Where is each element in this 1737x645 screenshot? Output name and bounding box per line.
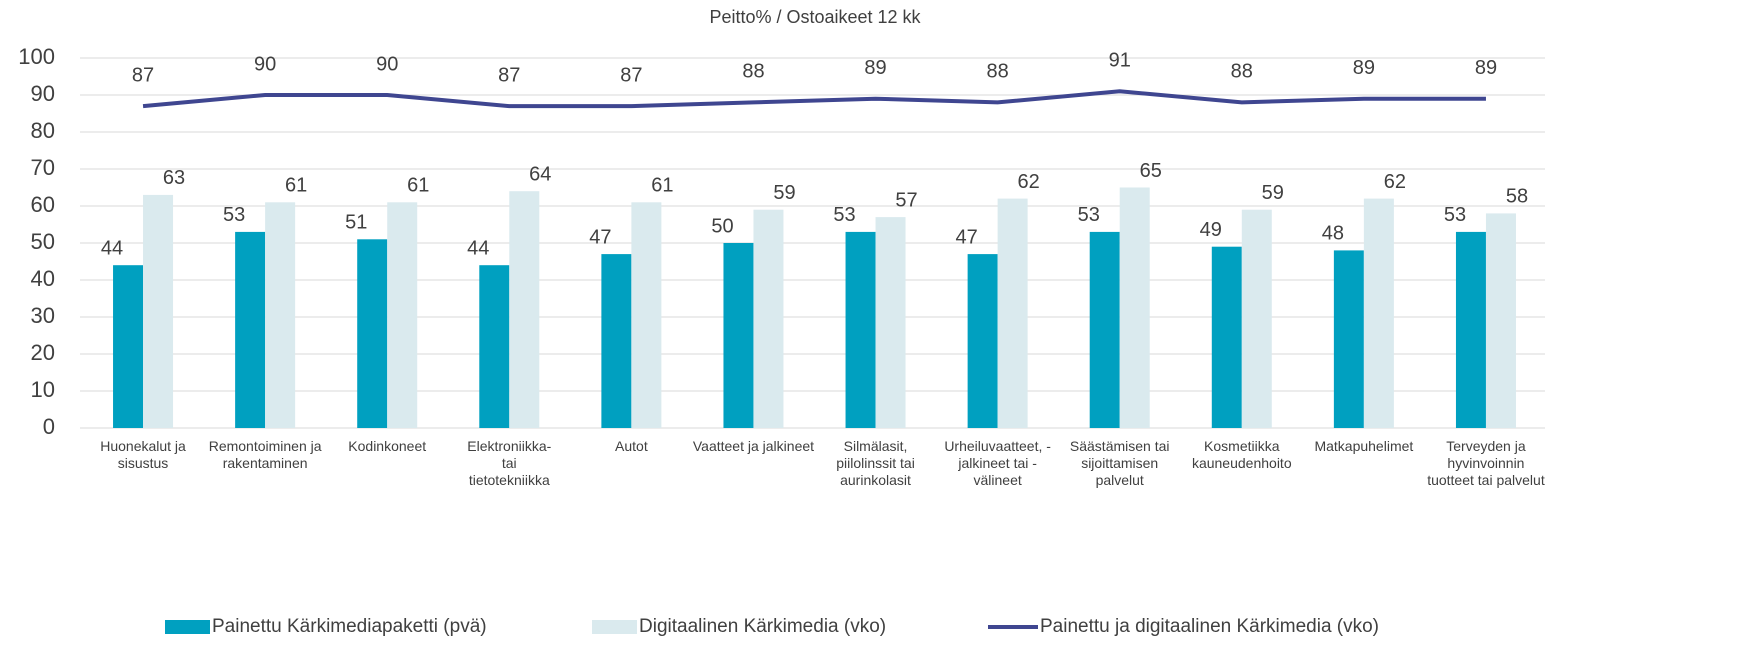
y-tick-label: 90 [31, 81, 55, 106]
x-tick-label: Urheiluvaatteet, -jalkineet tai -välinee… [944, 438, 1051, 488]
bar [997, 198, 1028, 428]
legend-swatch [165, 620, 210, 634]
data-label: 63 [163, 167, 185, 189]
bar [1119, 187, 1150, 428]
y-tick-label: 60 [31, 192, 55, 217]
bar [845, 231, 876, 428]
y-tick-label: 40 [31, 266, 55, 291]
data-label: 87 [498, 64, 520, 86]
bar [235, 231, 266, 428]
data-label: 59 [773, 182, 795, 204]
data-label: 91 [1109, 50, 1131, 72]
bar [1211, 246, 1242, 428]
data-label: 88 [987, 61, 1009, 83]
bar [723, 243, 754, 428]
data-label: 44 [101, 237, 123, 259]
legend-label: Digitaalinen Kärkimedia (vko) [639, 616, 886, 637]
bar [357, 239, 388, 428]
y-tick-label: 30 [31, 303, 55, 328]
bar [509, 191, 540, 428]
data-label: 61 [651, 175, 673, 197]
bar [601, 254, 632, 428]
data-label: 88 [1231, 61, 1253, 83]
x-tick-label: Matkapuhelimet [1314, 438, 1414, 454]
x-tick-label: Autot [615, 438, 648, 454]
data-label: 61 [285, 175, 307, 197]
data-label: 90 [376, 53, 398, 75]
x-tick-label: Säästämisen tai sijoittamisen palvelut [1069, 438, 1170, 488]
x-tick-label: Kodinkoneet [348, 438, 427, 454]
y-tick-label: 10 [31, 377, 55, 402]
data-label: 50 [711, 215, 733, 237]
bar [875, 217, 906, 428]
data-label: 87 [620, 64, 642, 86]
x-tick-label: Remontoiminen ja rakentaminen [208, 438, 322, 471]
y-tick-label: 50 [31, 229, 55, 254]
data-label: 61 [407, 175, 429, 197]
data-label: 58 [1506, 186, 1528, 208]
data-label: 89 [864, 57, 886, 79]
bar [1089, 231, 1120, 428]
legend-label: Painettu ja digitaalinen Kärkimedia (vko… [1040, 616, 1379, 637]
data-label: 53 [223, 204, 245, 226]
data-label: 47 [956, 226, 978, 248]
bar [1363, 198, 1394, 428]
data-label: 87 [132, 64, 154, 86]
bar [143, 194, 174, 428]
data-label: 48 [1322, 223, 1344, 245]
data-label: 53 [1078, 204, 1100, 226]
line [142, 89, 1486, 109]
bar [387, 202, 418, 428]
bar [1241, 209, 1272, 428]
data-label: 49 [1200, 219, 1222, 241]
x-tick-label: Huonekalut ja sisustus [100, 438, 186, 471]
bar [265, 202, 296, 428]
data-label: 47 [589, 226, 611, 248]
x-tick-label: Silmälasit, piilolinssit tai aurinkolasi… [836, 438, 915, 488]
x-tick-label: Vaatteet ja jalkineet [692, 438, 815, 454]
y-tick-label: 100 [18, 44, 55, 69]
y-tick-label: 20 [31, 340, 55, 365]
bar [631, 202, 662, 428]
data-label: 90 [254, 53, 276, 75]
legend-label: Painettu Kärkimediapaketti (pvä) [212, 616, 487, 637]
data-label: 64 [529, 163, 551, 185]
data-label: 51 [345, 212, 367, 234]
y-tick-label: 80 [31, 118, 55, 143]
x-tick-label: Kosmetiikka kauneudenhoito [1191, 438, 1292, 471]
y-tick-label: 70 [31, 155, 55, 180]
data-label: 53 [1444, 204, 1466, 226]
bar [479, 265, 510, 428]
data-label: 65 [1140, 160, 1162, 182]
legend-swatch [592, 620, 637, 634]
bar [967, 254, 998, 428]
bar [113, 265, 144, 428]
bar [1333, 250, 1364, 428]
data-label: 89 [1353, 57, 1375, 79]
bar [1485, 213, 1516, 428]
data-label: 62 [1384, 171, 1406, 193]
y-tick-label: 0 [43, 414, 55, 439]
data-label: 53 [833, 204, 855, 226]
chart-title: Peitto% / Ostoaikeet 12 kk [709, 7, 921, 27]
bar [1455, 231, 1486, 428]
data-label: 57 [895, 189, 917, 211]
x-tick-label: Elektroniikka-tai tietotekniikka [467, 438, 552, 488]
data-label: 88 [742, 61, 764, 83]
x-tick-label: Terveyden ja hyvinvoinnin tuotteet tai p… [1427, 438, 1545, 488]
bar [753, 209, 784, 428]
data-label: 44 [467, 237, 489, 259]
data-label: 89 [1475, 57, 1497, 79]
data-label: 62 [1018, 171, 1040, 193]
data-label: 59 [1262, 182, 1284, 204]
